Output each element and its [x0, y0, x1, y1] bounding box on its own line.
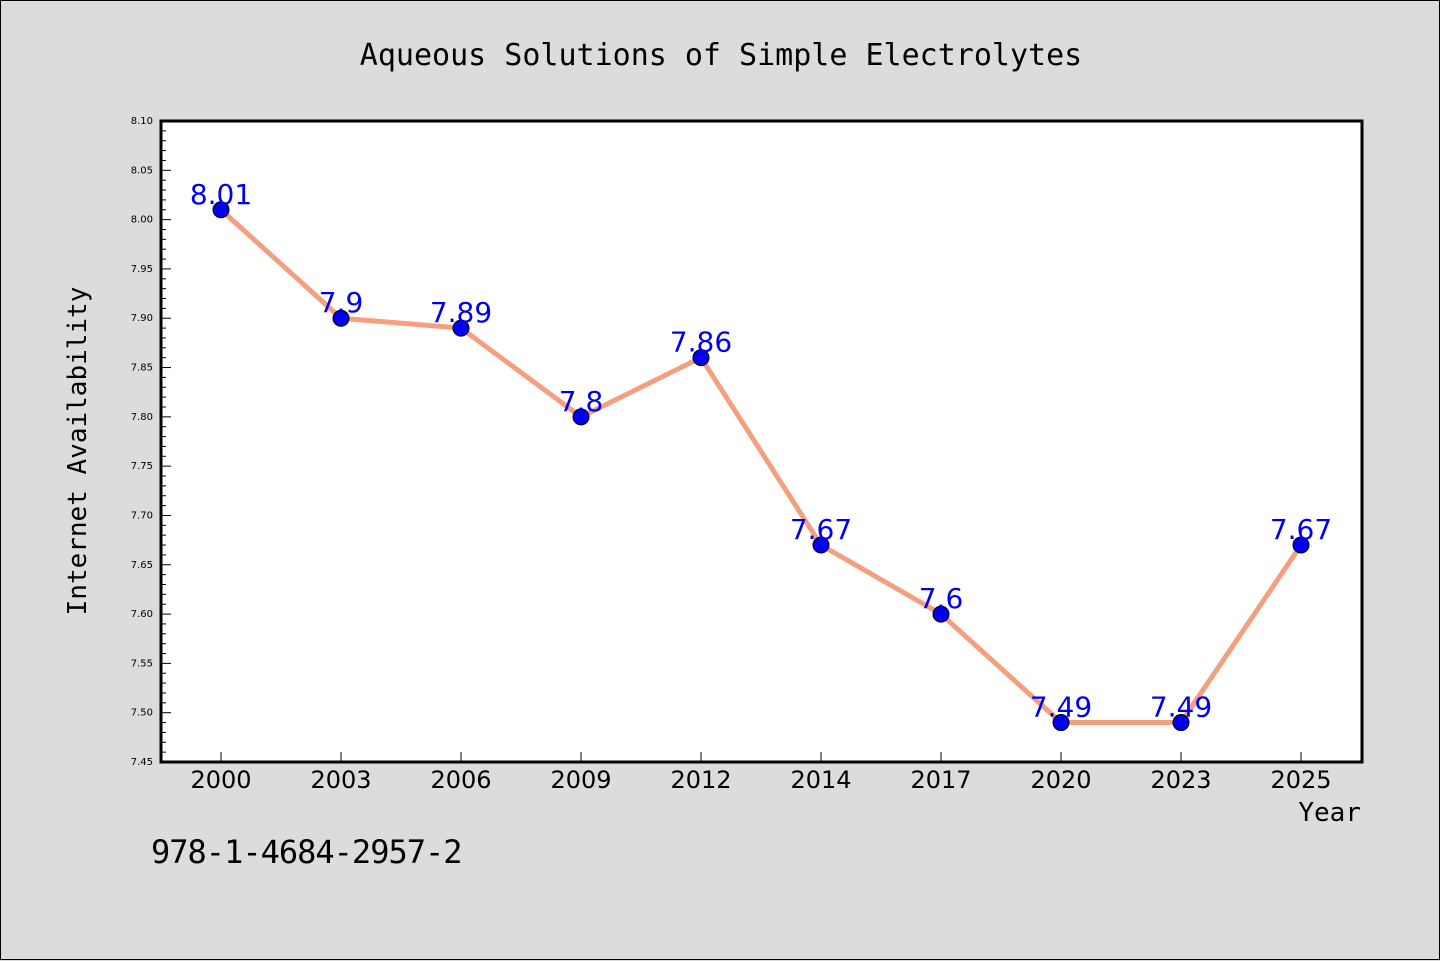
- x-tick-label: 2006: [430, 766, 491, 794]
- data-label: 7.67: [790, 513, 852, 546]
- y-axis: 7.45 7.50 7.55 7.60 7.65 7.70 7.75 7.80 7.85 7.90…: [131, 116, 171, 768]
- y-tick-label: 7.45: [131, 757, 153, 768]
- data-point: [1172, 714, 1190, 732]
- x-tick-label: 2023: [1150, 766, 1211, 794]
- y-tick-label: 7.55: [131, 658, 153, 669]
- data-point: [932, 605, 950, 623]
- data-point: [1052, 714, 1070, 732]
- y-tick-label: 7.65: [131, 560, 153, 571]
- x-axis-label: Year: [1298, 798, 1361, 828]
- data-label: 7.86: [670, 326, 732, 359]
- y-tick-label: 7.50: [131, 708, 153, 719]
- x-tick-label: 2020: [1030, 766, 1091, 794]
- y-tick-label: 7.70: [131, 510, 153, 521]
- y-tick-label: 7.85: [131, 363, 153, 374]
- series-line: [218, 207, 1304, 726]
- series-layer: 8.01 7.9 7.89 7.8 7.86 7.67 7.6 7.49 7.49 7.67: [190, 178, 1332, 732]
- data-point: [812, 536, 830, 554]
- data-point: [572, 408, 590, 426]
- y-tick-label: 7.80: [131, 412, 153, 423]
- data-point: [212, 201, 230, 219]
- data-label: 7.49: [1030, 691, 1092, 724]
- x-tick-label: 2012: [670, 766, 731, 794]
- x-axis: 2000 2003 2006 2009 2012 2014 2017 2020 2023 2025: [190, 752, 1332, 794]
- x-tick-label: 2014: [790, 766, 851, 794]
- x-tick-label: 2003: [310, 766, 371, 794]
- data-label: 7.8: [559, 385, 604, 418]
- data-label: 7.9: [319, 286, 364, 319]
- data-label: 7.6: [919, 582, 964, 615]
- isbn-text: 978-1-4684-2957-2: [151, 833, 463, 871]
- x-tick-label: 2000: [190, 766, 251, 794]
- data-point: [452, 319, 470, 337]
- x-tick-label: 2025: [1270, 766, 1331, 794]
- chart-title: Aqueous Solutions of Simple Electrolytes: [360, 38, 1082, 73]
- y-tick-label: 7.90: [131, 313, 153, 324]
- data-point: [1292, 536, 1310, 554]
- y-tick-label: 7.75: [131, 461, 153, 472]
- y-axis-label: Internet Availability: [63, 287, 93, 616]
- data-label: 8.01: [190, 178, 252, 211]
- x-tick-label: 2009: [550, 766, 611, 794]
- data-label: 7.89: [430, 296, 492, 329]
- x-tick-label: 2017: [910, 766, 971, 794]
- y-tick-label: 8.05: [131, 165, 153, 176]
- data-point: [692, 349, 710, 367]
- data-label: 7.49: [1150, 691, 1212, 724]
- y-tick-label: 7.60: [131, 609, 153, 620]
- y-tick-label: 8.00: [131, 215, 153, 226]
- plot-area: [159, 119, 1364, 764]
- data-point: [332, 309, 350, 327]
- y-tick-label: 8.10: [131, 116, 153, 127]
- y-tick-label: 7.95: [131, 264, 153, 275]
- data-label: 7.67: [1270, 513, 1332, 546]
